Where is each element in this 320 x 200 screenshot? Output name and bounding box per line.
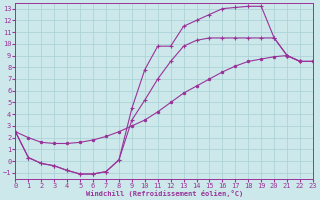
X-axis label: Windchill (Refroidissement éolien,°C): Windchill (Refroidissement éolien,°C)	[85, 190, 243, 197]
